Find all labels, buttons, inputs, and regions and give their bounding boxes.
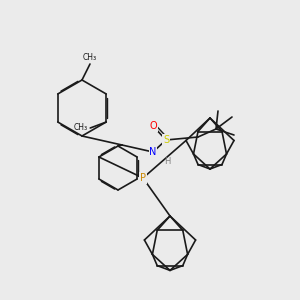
Text: H: H	[164, 158, 170, 166]
Text: N: N	[149, 147, 157, 157]
Text: CH₃: CH₃	[74, 124, 88, 133]
Text: O: O	[149, 121, 157, 131]
Text: CH₃: CH₃	[83, 53, 97, 62]
Text: S: S	[163, 135, 169, 145]
Text: P: P	[140, 173, 146, 183]
